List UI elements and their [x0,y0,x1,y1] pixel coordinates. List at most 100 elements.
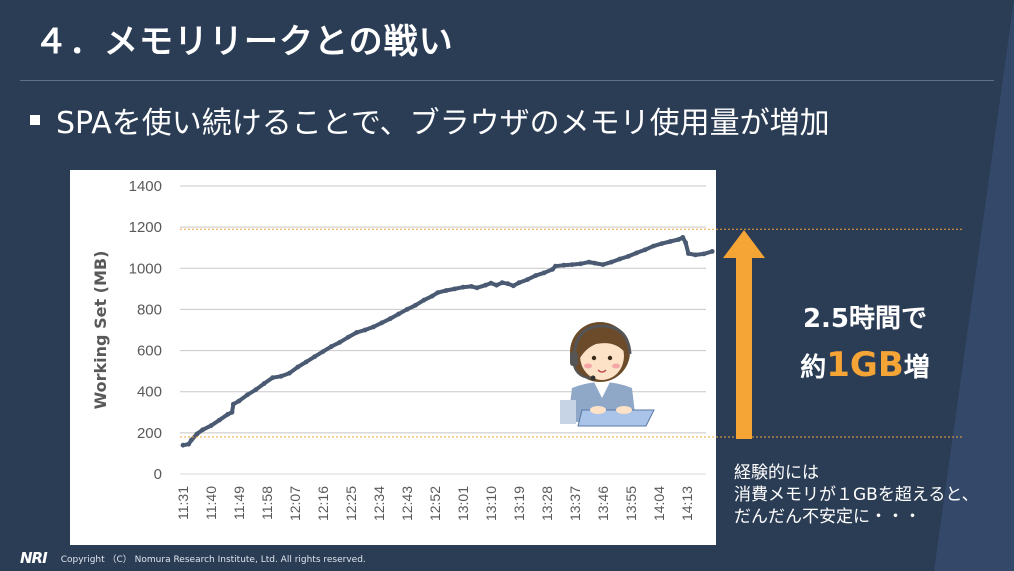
data-point [642,247,648,253]
data-point [345,334,351,340]
y-tick-label: 600 [137,343,162,360]
data-point [231,401,236,407]
data-point [686,251,691,256]
data-point [680,235,686,240]
title-divider [20,80,994,81]
data-point [435,290,441,295]
bullet-text: SPAを使い続けることで、ブラウザのメモリ使用量が増加 [56,106,830,141]
data-point [189,437,194,443]
data-point [208,423,214,429]
data-point [676,237,681,242]
data-point [693,252,698,258]
callout-prefix: 約 [800,353,827,383]
footer: NRI Copyright （C） Nomura Research Instit… [20,549,366,567]
data-point [667,239,673,244]
data-point [320,349,326,354]
data-point [683,240,688,245]
data-point [709,249,715,254]
x-tick-label: 13:01 [455,486,471,521]
data-point [474,285,480,291]
data-point [245,392,250,398]
data-point [186,441,191,447]
x-tick-label: 12:07 [287,486,303,521]
data-point [460,284,466,290]
data-point [651,243,656,249]
y-axis-title: Working Set (MB) [91,251,110,410]
data-point [329,344,334,349]
decorative-stripe [934,0,1014,571]
x-tick-label: 11:58 [259,486,275,520]
data-point [600,262,606,267]
data-point [396,311,401,317]
data-point [609,259,614,265]
callout-duration: 2.5時間で [802,304,928,334]
data-point [217,417,222,423]
data-point [592,260,597,266]
data-point [287,370,292,376]
data-point [488,280,494,286]
data-point [499,280,505,286]
note-line: 消費メモリが１GBを超えると、 [734,485,979,505]
x-tick-label: 13:46 [595,486,611,521]
data-point [253,387,259,393]
data-point [483,282,488,288]
data-point [578,261,583,267]
data-point [404,307,410,312]
data-point [525,277,530,282]
data-point [533,273,539,278]
y-tick-label: 1400 [129,178,162,195]
note-line: 経験的には [734,463,819,483]
data-point [236,398,242,404]
experience-note: 経験的には 消費メモリが１GBを超えると、 だんだん不安定に・・・ [734,462,979,528]
x-tick-label: 14:04 [651,486,667,521]
data-point [469,284,474,289]
data-point [354,330,359,335]
x-tick-label: 12:52 [427,486,443,521]
x-tick-label: 11:49 [231,486,247,520]
nri-logo: NRI [20,549,48,567]
y-tick-label: 1200 [129,219,162,236]
data-point [229,409,235,415]
data-point [429,293,435,299]
data-point [550,266,555,272]
data-point [701,251,707,257]
x-tick-label: 12:43 [399,486,415,521]
x-tick-label: 12:16 [315,486,331,521]
callout-value: 1GB [826,345,904,385]
data-point [200,427,206,433]
data-point [553,263,558,269]
y-tick-label: 400 [137,384,162,401]
data-point [362,327,368,333]
x-tick-label: 11:31 [175,486,191,520]
data-point [511,283,516,289]
x-tick-label: 14:13 [679,486,695,521]
data-point [295,364,301,370]
bullet-row: SPAを使い続けることで、ブラウザのメモリ使用量が増加 [30,98,830,142]
x-tick-label: 13:37 [567,486,583,521]
x-tick-label: 12:25 [343,486,359,521]
note-line: だんだん不安定に・・・ [734,507,921,527]
chart-panel: 0 200 400 600 800 1000 1200 1400 11:31 11:40 11:49… [70,170,716,545]
data-point [379,320,385,326]
data-point [312,354,317,360]
data-point [634,250,639,256]
data-point [225,411,231,417]
x-tick-label: 12:34 [371,486,387,521]
operator-illustration-icon [560,322,655,427]
x-tick-label: 13:55 [623,486,639,521]
up-arrow-icon [723,230,765,439]
data-point [659,241,665,246]
increase-callout: 2.5時間で 約1GB増 [770,296,960,391]
x-tick-label: 13:10 [483,486,499,521]
data-point [413,302,418,308]
data-point [180,442,186,448]
data-point [516,280,522,286]
x-tick-label: 13:19 [511,486,527,521]
y-tick-label: 1000 [129,260,162,277]
x-tick-label: 13:28 [539,486,555,521]
data-point [371,324,376,330]
data-point [443,288,449,293]
data-point [561,262,567,268]
data-point [387,316,393,322]
data-point [278,373,284,379]
